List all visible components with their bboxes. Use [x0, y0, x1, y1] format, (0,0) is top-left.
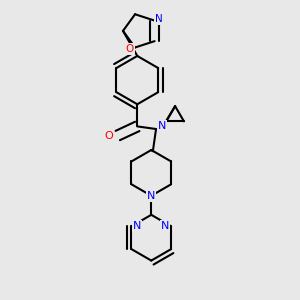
Text: O: O — [126, 44, 134, 54]
Text: O: O — [104, 131, 113, 141]
Text: N: N — [147, 191, 155, 201]
Text: N: N — [158, 121, 166, 131]
Text: N: N — [155, 14, 163, 24]
Text: N: N — [133, 220, 141, 231]
Text: N: N — [161, 220, 170, 231]
